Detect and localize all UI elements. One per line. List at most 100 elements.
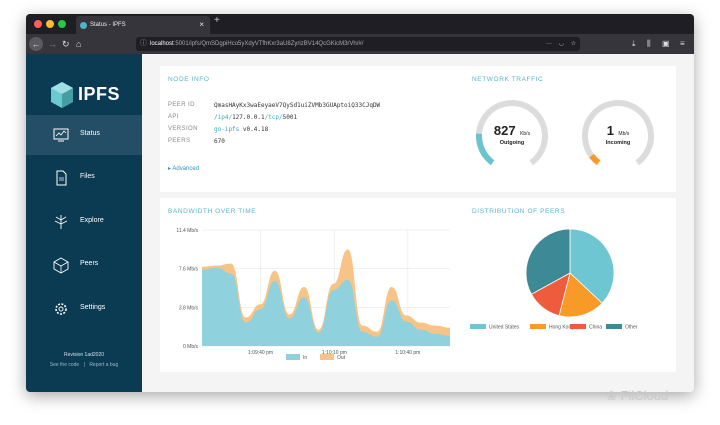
address-bar[interactable]: ⓘ localhost:5001/ipfs/QmSDgpiHco5yXdyVTf… xyxy=(136,37,580,51)
pie-slice[interactable] xyxy=(558,272,603,318)
incoming-gauge xyxy=(582,100,654,172)
tab-title: Status - IPFS xyxy=(90,22,126,28)
pie-slice[interactable] xyxy=(569,228,615,304)
url-host: localhost xyxy=(150,41,174,47)
advanced-label: Advanced xyxy=(172,166,200,172)
title-bar: Status - IPFS × + xyxy=(26,14,694,34)
close-window-button[interactable] xyxy=(34,20,42,28)
sidebar-item-label: Files xyxy=(80,173,95,180)
sidebar-toggle-icon[interactable]: ▣ xyxy=(662,39,670,48)
y-tick-label: 7.6 Mb/s xyxy=(179,267,199,273)
explore-tree-icon xyxy=(54,215,68,229)
legend-label: In xyxy=(303,355,307,361)
sidebar: IPFS Status Files Explore Peers Settings… xyxy=(26,54,142,392)
y-tick-label: 0 Mb/s xyxy=(183,344,199,350)
outgoing-value: 827 xyxy=(493,123,516,138)
sidebar-item-peers[interactable]: Peers xyxy=(26,245,142,285)
legend-label: United States xyxy=(489,325,520,331)
version-number: v0.4.18 xyxy=(242,126,269,133)
sidebar-item-label: Settings xyxy=(80,304,106,311)
peers-value: 670 xyxy=(214,138,225,145)
legend-swatch xyxy=(286,354,300,360)
peers-cube-icon xyxy=(53,257,69,274)
incoming-gauge-fill xyxy=(582,100,654,172)
back-arrow-icon[interactable]: ← xyxy=(29,37,43,51)
outgoing-unit: Kb/s xyxy=(520,131,531,137)
version-label: VERSION xyxy=(168,126,198,132)
api-value: /ip4/127.0.0.1/tcp/5001 xyxy=(214,114,297,121)
revision-text: Revision 1ad2020 xyxy=(63,352,105,358)
watermark-logo-icon: ❀ xyxy=(606,388,621,403)
legend-label: Hong Kong xyxy=(549,325,574,331)
pocket-icon[interactable]: ◡ xyxy=(558,41,564,47)
api-port: 5001 xyxy=(282,114,298,121)
legend-swatch xyxy=(470,324,486,329)
logo-text: IPFS xyxy=(78,84,121,104)
outgoing-label: Outgoing xyxy=(499,140,525,146)
info-icon[interactable]: ⓘ xyxy=(140,40,147,47)
api-proto-tcp: /tcp/ xyxy=(264,114,283,121)
sidebar-item-status[interactable]: Status xyxy=(26,115,142,155)
files-icon xyxy=(56,170,67,186)
url-path: :5001/ipfs/QmSDgpiHco5yXdyVTfhKxr3aU8Zyr… xyxy=(173,41,364,47)
sidebar-item-label: Explore xyxy=(80,217,104,224)
outgoing-gauge-fill xyxy=(476,100,548,172)
advanced-toggle[interactable]: ▸ Advanced xyxy=(168,165,199,172)
browser-tab[interactable]: Status - IPFS × xyxy=(76,16,210,34)
caret-right-icon: ▸ xyxy=(168,166,173,172)
page-actions-icon[interactable]: ··· xyxy=(546,41,552,47)
ipfs-logo-icon xyxy=(51,82,73,108)
outgoing-gauge xyxy=(476,100,548,172)
y-tick-label: 11.4 Mb/s xyxy=(176,228,198,234)
watermark-text: FilCloud xyxy=(620,388,669,403)
bandwidth-title: BANDWIDTH OVER TIME xyxy=(168,208,257,215)
ipfs-favicon-icon xyxy=(80,22,87,29)
sidebar-item-files[interactable]: Files xyxy=(26,158,142,198)
x-tick-label: 1:10:10 pm xyxy=(322,350,347,356)
x-tick-label: 1:09:40 pm xyxy=(248,350,273,356)
legend-swatch xyxy=(320,354,334,360)
bandwidth-chart: 11.4 Mb/s 7.6 Mb/s 3.8 Mb/s 0 Mb/s 1:09:40 p… xyxy=(176,228,450,361)
report-bug-link[interactable]: Report a bug xyxy=(89,362,119,368)
browser-window: Status - IPFS × + ← → ↻ ⌂ ⓘ localhost:50… xyxy=(26,14,694,392)
sidebar-item-label: Status xyxy=(80,130,100,137)
forward-arrow-icon[interactable]: → xyxy=(48,39,57,49)
peer-distribution-chart: United States Hong Kong China Other xyxy=(470,228,638,331)
incoming-readout: 1 Mb/s Incoming xyxy=(590,122,646,146)
watermark: ❀ FilCloud xyxy=(606,388,668,404)
legend-label: Out xyxy=(337,355,346,361)
go-ipfs-link[interactable]: go-ipfs xyxy=(214,126,240,133)
footer-links: See the code | Report a bug xyxy=(26,362,142,368)
see-code-link[interactable]: See the code xyxy=(49,362,80,368)
version-value: go-ipfs v0.4.18 xyxy=(214,126,268,133)
new-tab-button[interactable]: + xyxy=(214,15,220,26)
legend-label: Other xyxy=(625,325,638,331)
api-proto-ip4: /ip4/ xyxy=(214,114,233,121)
node-info-title: NODE INFO xyxy=(168,76,210,83)
y-tick-label: 3.8 Mb/s xyxy=(179,305,199,311)
library-icon[interactable]: ⫼ xyxy=(647,39,651,48)
api-ip: 127.0.0.1 xyxy=(232,114,265,121)
bookmark-star-icon[interactable]: ☆ xyxy=(570,41,576,47)
menu-hamburger-icon[interactable]: ≡ xyxy=(680,39,685,48)
node-info-card: NODE INFO PEER ID QmasHAyKx3waEeyaeV7QyS… xyxy=(160,66,676,192)
api-label: API xyxy=(168,114,179,120)
incoming-unit: Mb/s xyxy=(618,131,630,137)
minimize-window-button[interactable] xyxy=(46,20,54,28)
x-tick-label: 1:10:40 pm xyxy=(395,350,420,356)
pie-slice[interactable] xyxy=(525,228,571,295)
sidebar-item-settings[interactable]: Settings xyxy=(26,289,142,329)
maximize-window-button[interactable] xyxy=(58,20,66,28)
reload-icon[interactable]: ↻ xyxy=(62,39,70,49)
download-icon[interactable]: ⤓ xyxy=(632,39,636,48)
settings-gear-icon xyxy=(55,303,67,315)
peer-id-label: PEER ID xyxy=(168,102,195,108)
link-separator: | xyxy=(83,362,85,368)
home-icon[interactable]: ⌂ xyxy=(76,39,82,49)
sidebar-item-explore[interactable]: Explore xyxy=(26,202,142,242)
network-traffic-title: NETWORK TRAFFIC xyxy=(472,76,544,83)
incoming-label: Incoming xyxy=(605,140,631,146)
sidebar-item-label: Peers xyxy=(80,260,99,267)
legend-label: China xyxy=(589,325,602,331)
tab-close-icon[interactable]: × xyxy=(199,20,204,29)
